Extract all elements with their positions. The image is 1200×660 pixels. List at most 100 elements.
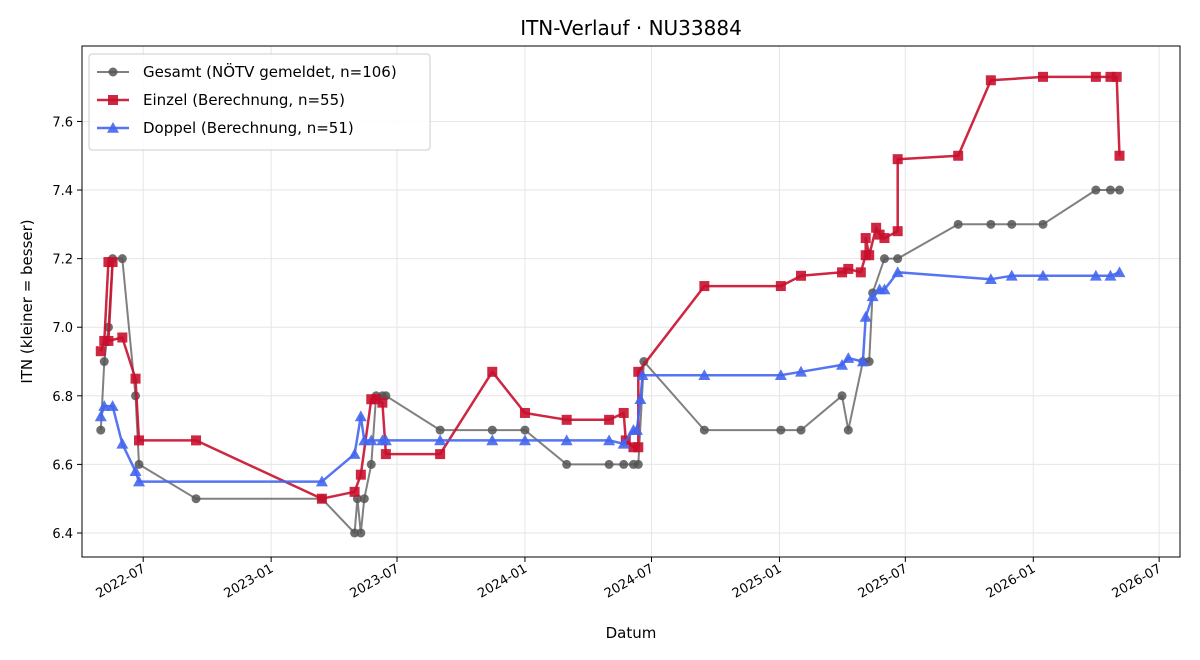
data-point: [130, 373, 141, 384]
data-point: [191, 494, 201, 504]
plot-frame: [81, 45, 1181, 558]
legend: Gesamt (NÖTV gemeldet, n=106) Einzel (Ber…: [88, 53, 431, 151]
data-point: [1113, 266, 1126, 278]
legend-label: Doppel (Berechnung, n=51): [143, 119, 354, 137]
data-point: [855, 267, 866, 278]
data-point: [871, 222, 882, 233]
data-point: [864, 250, 875, 261]
data-point: [487, 425, 497, 435]
legend-marker: [108, 67, 118, 77]
data-point: [371, 394, 382, 405]
data-point: [103, 335, 114, 346]
chart-title: ITN-Verlauf · NU33884: [520, 16, 742, 40]
data-point: [856, 355, 869, 367]
data-point: [1091, 185, 1101, 195]
data-point: [617, 437, 630, 449]
data-point: [984, 273, 997, 285]
data-point: [986, 219, 996, 229]
data-point: [1007, 219, 1017, 229]
data-point: [355, 469, 366, 480]
x-axis-label: Datum: [606, 624, 657, 642]
y-axis-label: ITN (kleiner = besser): [18, 219, 36, 383]
y-tick-label: 7.4: [52, 184, 73, 199]
data-point: [837, 391, 847, 401]
y-tick-label: 6.4: [52, 527, 73, 542]
data-point: [134, 459, 144, 469]
data-point: [837, 267, 848, 278]
legend-item: Einzel (Berechnung, n=55): [97, 91, 345, 109]
data-point: [434, 434, 447, 446]
data-point: [604, 459, 614, 469]
data-point: [1115, 185, 1125, 195]
data-point: [1105, 71, 1116, 82]
data-point: [796, 425, 806, 435]
data-point: [636, 369, 649, 381]
data-point: [356, 528, 366, 538]
data-point: [365, 434, 378, 446]
series-layer: [94, 71, 1126, 538]
data-point: [891, 266, 904, 278]
data-point: [316, 493, 327, 504]
data-point: [106, 400, 119, 411]
data-point: [953, 150, 964, 161]
data-point: [633, 366, 644, 377]
data-point: [366, 459, 376, 469]
data-point: [377, 397, 388, 408]
data-point: [133, 475, 146, 487]
data-point: [699, 425, 709, 435]
data-point: [1104, 269, 1117, 281]
data-point: [354, 410, 367, 422]
data-point: [775, 281, 786, 292]
data-point: [843, 263, 854, 274]
data-point: [633, 442, 644, 453]
data-point: [116, 437, 129, 449]
data-point: [562, 459, 572, 469]
data-point: [96, 425, 106, 435]
data-point: [95, 346, 106, 357]
data-point: [879, 233, 890, 244]
data-point: [634, 393, 647, 405]
y-tick-label: 7.0: [52, 321, 73, 336]
data-point: [604, 414, 615, 425]
y-tick-label: 6.6: [52, 458, 73, 473]
data-point: [843, 425, 853, 435]
data-point: [98, 400, 111, 411]
data-point: [359, 494, 369, 504]
data-point: [107, 257, 118, 268]
data-point: [1038, 219, 1048, 229]
data-point: [349, 486, 360, 497]
data-point: [859, 310, 872, 322]
data-point: [129, 465, 142, 477]
data-point: [1005, 269, 1018, 281]
data-point: [795, 365, 808, 377]
data-point: [520, 425, 530, 435]
data-point: [776, 425, 786, 435]
data-point: [191, 435, 202, 446]
data-point: [435, 425, 445, 435]
y-tick-label: 7.6: [52, 115, 73, 130]
data-point: [639, 357, 649, 367]
data-point: [379, 434, 392, 446]
data-point: [698, 369, 711, 381]
data-point: [618, 407, 629, 418]
legend-label: Gesamt (NÖTV gemeldet, n=106): [143, 62, 397, 81]
data-point: [619, 459, 629, 469]
data-point: [561, 414, 572, 425]
data-point: [486, 434, 499, 446]
data-point: [796, 270, 807, 281]
y-axis: 6.4 6.6 6.8 7.0 7.2 7.4 7.6: [52, 115, 82, 542]
y-tick-label: 7.2: [52, 253, 73, 268]
series-2: [95, 71, 1125, 504]
data-point: [603, 434, 616, 446]
data-point: [435, 449, 446, 460]
data-point: [836, 358, 849, 370]
data-point: [1090, 71, 1101, 82]
data-point: [380, 449, 391, 460]
series-3: [94, 266, 1126, 487]
y-tick-label: 6.8: [52, 390, 73, 405]
data-point: [518, 434, 531, 446]
data-point: [350, 528, 360, 538]
legend-item: Gesamt (NÖTV gemeldet, n=106): [97, 62, 397, 81]
legend-frame: [88, 53, 431, 151]
